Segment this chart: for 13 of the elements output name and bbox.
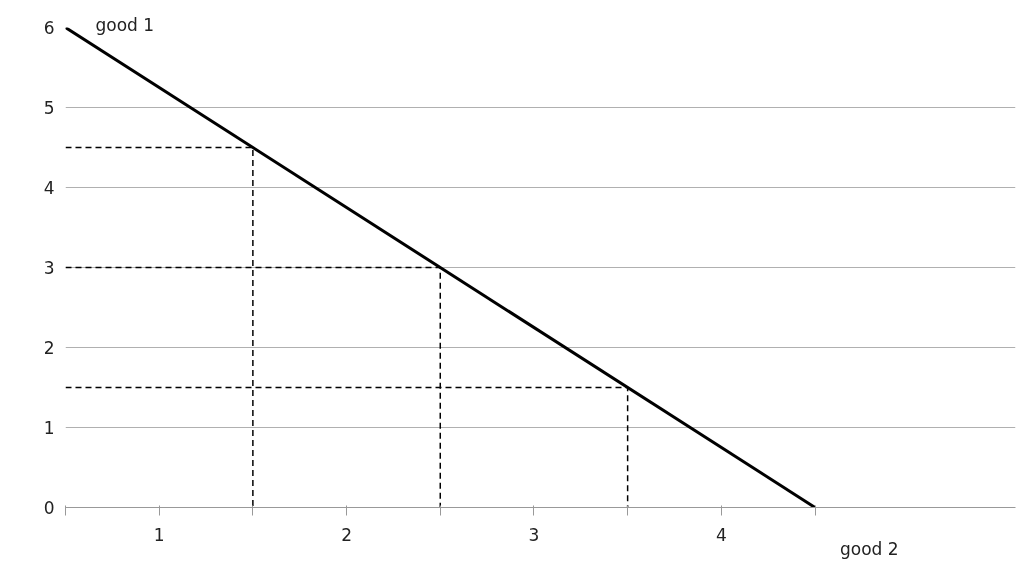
x-tick-label: 3: [528, 524, 540, 545]
y-tick-label: 5: [43, 98, 55, 118]
y-tick-label: 0: [43, 498, 55, 518]
x-tick-label: 2: [341, 524, 352, 545]
y-tick-label: 4: [43, 178, 55, 198]
y-tick-label: 6: [43, 18, 55, 38]
x-tick-label: 1: [153, 524, 165, 545]
y-tick-label: 1: [43, 418, 55, 438]
y-axis-title: good 1: [95, 14, 155, 35]
x-tick-label: 4: [715, 524, 727, 545]
y-tick-label: 3: [43, 258, 55, 278]
y-tick-label: 2: [43, 338, 55, 358]
x-axis-title: good 2: [840, 538, 899, 559]
